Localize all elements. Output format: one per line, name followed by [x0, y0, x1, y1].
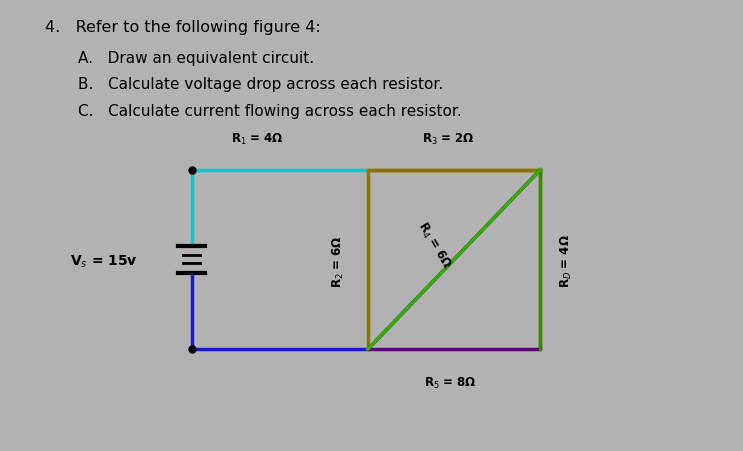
Text: V$_s$ = 15v: V$_s$ = 15v [71, 253, 138, 269]
Text: C.   Calculate current flowing across each resistor.: C. Calculate current flowing across each… [77, 104, 461, 119]
Text: R$_2$ = 6Ω: R$_2$ = 6Ω [331, 235, 346, 287]
Text: B.   Calculate voltage drop across each resistor.: B. Calculate voltage drop across each re… [77, 77, 443, 92]
Text: A.   Draw an equivalent circuit.: A. Draw an equivalent circuit. [77, 51, 314, 65]
Text: R$_5$ = 8Ω: R$_5$ = 8Ω [424, 375, 477, 390]
Text: R$_3$ = 2Ω: R$_3$ = 2Ω [422, 132, 475, 147]
Text: 4.   Refer to the following figure 4:: 4. Refer to the following figure 4: [45, 20, 320, 35]
Text: R$_D$ = 4Ω: R$_D$ = 4Ω [559, 234, 574, 288]
Text: R$_1$ = 4Ω: R$_1$ = 4Ω [231, 132, 284, 147]
Text: R$_4$ = 6Ω: R$_4$ = 6Ω [414, 219, 454, 272]
